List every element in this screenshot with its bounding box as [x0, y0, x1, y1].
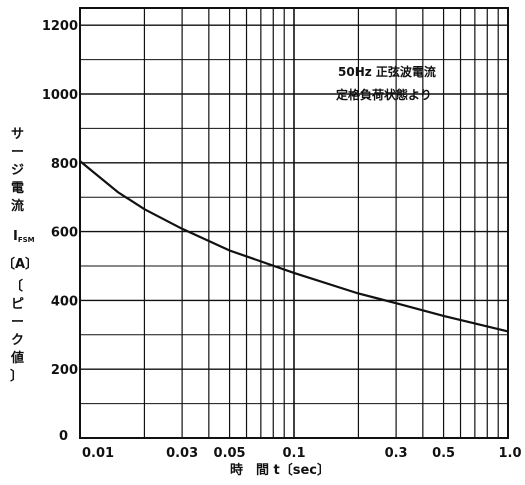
x-tick-label: 0.03	[166, 446, 198, 461]
ylabel-char-3: ジ	[11, 163, 24, 178]
ylabel-symbol: IFSM	[13, 229, 35, 244]
y-tick-label: 400	[51, 294, 78, 309]
axis-ticks: 0 200 400 600 800 1000 1200 0.01 0.03 0.05 0.1 0.3 0…	[42, 19, 522, 461]
ylabel-note-1: 〔	[10, 278, 23, 294]
data-points	[79, 160, 509, 332]
surge-current-curve	[79, 160, 509, 333]
ylabel-note-2: ピ	[11, 297, 24, 312]
ylabel-char-1: サ	[11, 127, 24, 142]
plot-frame	[79, 7, 509, 439]
ylabel-char-2: ー	[11, 145, 24, 160]
x-axis-title: 時 間 t〔sec〕	[230, 462, 330, 478]
y-tick-label: 600	[51, 226, 78, 241]
y-tick-label: 800	[51, 157, 78, 172]
y-axis-label: サ ー ジ 電 流 IFSM 〔A〕 〔 ピ ー ク 値 〕	[2, 127, 38, 384]
ylabel-char-5: 流	[11, 198, 24, 214]
x-tick-label: 0.3	[385, 446, 408, 461]
y-tick-label: 200	[51, 363, 78, 378]
ylabel-note-3: ー	[11, 315, 24, 330]
y-tick-label: 0	[59, 429, 68, 444]
ylabel-note-5: 値	[10, 350, 24, 366]
annotation-line-1: 50Hz 正弦波電流	[338, 64, 436, 79]
y-tick-label: 1200	[42, 19, 78, 34]
grid	[80, 8, 508, 438]
x-tick-label: 0.5	[432, 446, 455, 461]
annotation-line-2: 定格負荷状態より	[336, 87, 432, 102]
ylabel-char-4: 電	[11, 181, 24, 196]
ylabel-note-4: ク	[11, 333, 24, 348]
x-tick-label: 0.05	[214, 446, 246, 461]
ylabel-note-6: 〕	[10, 368, 23, 384]
x-tick-label: 0.01	[82, 446, 114, 461]
annotation: 50Hz 正弦波電流 定格負荷状態より	[336, 64, 436, 102]
y-tick-label: 1000	[42, 88, 78, 103]
x-tick-label: 0.1	[282, 446, 305, 461]
x-tick-label: 1.0	[498, 446, 521, 461]
ylabel-unit: 〔A〕	[2, 256, 38, 272]
